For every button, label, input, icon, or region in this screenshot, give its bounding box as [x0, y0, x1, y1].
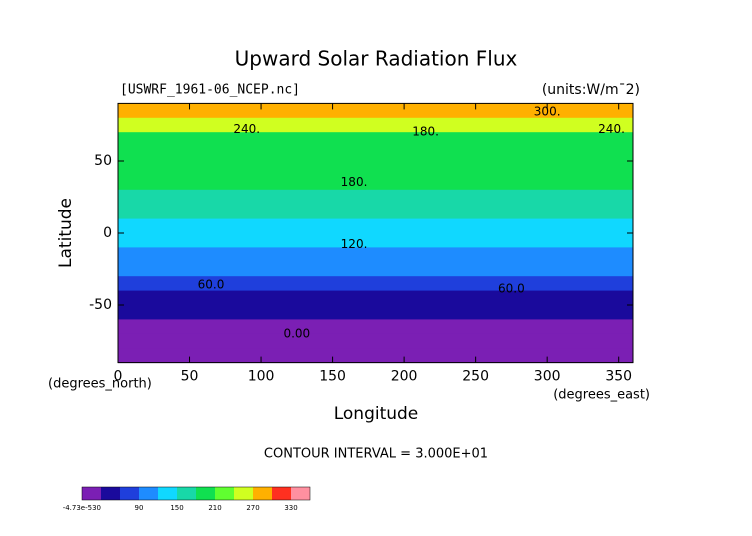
- contour-label: 0.00: [283, 326, 310, 340]
- contour-band: [118, 261, 633, 277]
- y-tick-label: -50: [89, 297, 112, 313]
- x-tick-label: 350: [605, 369, 632, 385]
- colorbar-box: [196, 487, 215, 500]
- contour-band: [118, 233, 633, 248]
- contour-label: 180.: [341, 175, 368, 189]
- contour-band: [118, 132, 633, 148]
- colorbar-label: -4.73e-530: [63, 504, 101, 512]
- x-axis-label: Longitude: [334, 404, 419, 424]
- y-tick-label: 0: [103, 225, 112, 241]
- contour-label: 60.0: [498, 282, 525, 296]
- x-tick-label: 100: [248, 369, 275, 385]
- contour-label: 240.: [233, 122, 260, 136]
- contour-label: 120.: [341, 237, 368, 251]
- contour-label: 180.: [412, 125, 439, 139]
- colorbar-label: 90: [135, 504, 144, 512]
- contour-band: [118, 290, 633, 306]
- colorbar-box: [272, 487, 291, 500]
- colorbar-frame: [81, 486, 311, 501]
- x-tick-label: 200: [391, 369, 418, 385]
- colorbar-box: [101, 487, 120, 500]
- contour-band: [118, 146, 633, 162]
- contour-label: 300.: [534, 105, 561, 119]
- units: (units:W/m¯2): [542, 82, 640, 98]
- contour-band: [118, 175, 633, 191]
- y-axis-label: Latitude: [56, 198, 76, 268]
- contour-band: [118, 204, 633, 220]
- x-tick-label: 300: [534, 369, 561, 385]
- chart-title: Upward Solar Radiation Flux: [235, 47, 518, 71]
- contour-band: [118, 348, 633, 364]
- contour-label: 240.: [598, 122, 625, 136]
- contour-band: [118, 276, 633, 292]
- contour-label: 60.0: [198, 277, 225, 291]
- colorbar-label: 210: [208, 504, 221, 512]
- colorbar-box: [120, 487, 139, 500]
- x-tick-label: 0: [114, 369, 123, 385]
- colorbar-box: [253, 487, 272, 500]
- colorbar-box: [158, 487, 177, 500]
- x-tick-label: 250: [462, 369, 489, 385]
- colorbar-box: [215, 487, 234, 500]
- contour-band: [118, 247, 633, 263]
- contour-band: [118, 319, 633, 335]
- colorbar-label: 330: [284, 504, 297, 512]
- contour-band: [118, 117, 633, 133]
- contour-band: [118, 333, 633, 349]
- colorbar-box: [177, 487, 196, 500]
- colorbar-label: 150: [170, 504, 183, 512]
- colorbar-box: [82, 487, 101, 500]
- colorbar-label: 270: [246, 504, 259, 512]
- y-unit: (degrees_north): [48, 377, 152, 392]
- x-tick-label: 150: [319, 369, 346, 385]
- contour-band: [118, 218, 633, 234]
- contour-band: [118, 189, 633, 205]
- colorbar-box: [291, 487, 310, 500]
- footer: CONTOUR INTERVAL = 3.000E+01: [264, 447, 488, 462]
- x-tick-label: 50: [181, 369, 199, 385]
- colorbar-box: [139, 487, 158, 500]
- x-unit: (degrees_east): [553, 388, 650, 403]
- colorbar-box: [234, 487, 253, 500]
- contour-band: [118, 103, 633, 119]
- subtitle: [USWRF_1961-06_NCEP.nc]: [120, 83, 300, 98]
- contour-band: [118, 161, 633, 176]
- contour-band: [118, 305, 633, 320]
- y-tick-label: 50: [94, 153, 112, 169]
